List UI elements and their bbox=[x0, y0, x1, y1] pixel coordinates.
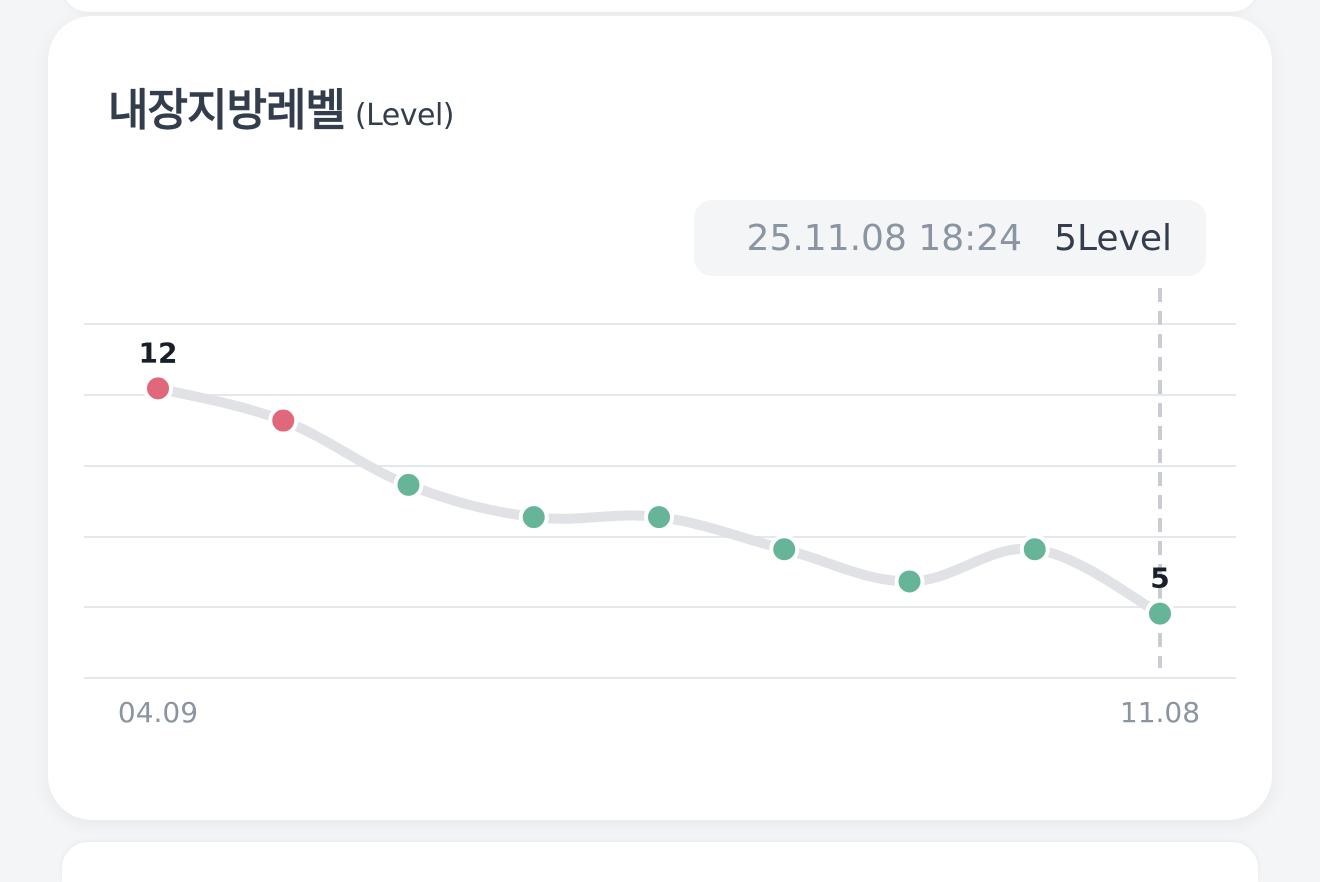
data-point[interactable] bbox=[143, 373, 173, 404]
data-point[interactable] bbox=[268, 405, 299, 436]
data-points bbox=[143, 373, 1175, 629]
x-tick-label-end: 11.08 bbox=[1120, 696, 1200, 729]
tooltip-date: 25.11.08 18:24 bbox=[746, 217, 1023, 259]
previous-card-edge bbox=[62, 0, 1258, 12]
x-tick-label-start: 04.09 bbox=[118, 696, 198, 729]
tooltip-value: 5Level bbox=[1054, 217, 1172, 259]
grid-lines bbox=[84, 323, 1236, 679]
data-label: 12 bbox=[139, 336, 178, 369]
data-label: 5 bbox=[1150, 562, 1169, 595]
data-point[interactable] bbox=[769, 534, 800, 565]
data-point[interactable] bbox=[518, 502, 549, 533]
data-point[interactable] bbox=[644, 502, 674, 533]
data-point[interactable] bbox=[1019, 534, 1050, 565]
card-subtitle: (Level) bbox=[354, 98, 455, 133]
data-labels: 12 5 bbox=[139, 336, 1170, 594]
selected-point-tooltip: 25.11.08 18:24 5Level bbox=[694, 200, 1206, 276]
card-header: 내장지방레벨 (Level) bbox=[108, 74, 455, 138]
data-point[interactable] bbox=[894, 566, 925, 597]
data-point[interactable] bbox=[1145, 598, 1175, 629]
visceral-fat-card: 내장지방레벨 (Level) 25.11.08 18:24 5Level 12 5… bbox=[48, 16, 1272, 820]
visceral-fat-line-chart[interactable]: 12 5 04.09 11.08 bbox=[48, 16, 1272, 820]
data-point[interactable] bbox=[393, 469, 424, 500]
next-card-edge bbox=[62, 842, 1258, 882]
series-line bbox=[153, 383, 1165, 619]
card-title: 내장지방레벨 bbox=[108, 85, 346, 136]
